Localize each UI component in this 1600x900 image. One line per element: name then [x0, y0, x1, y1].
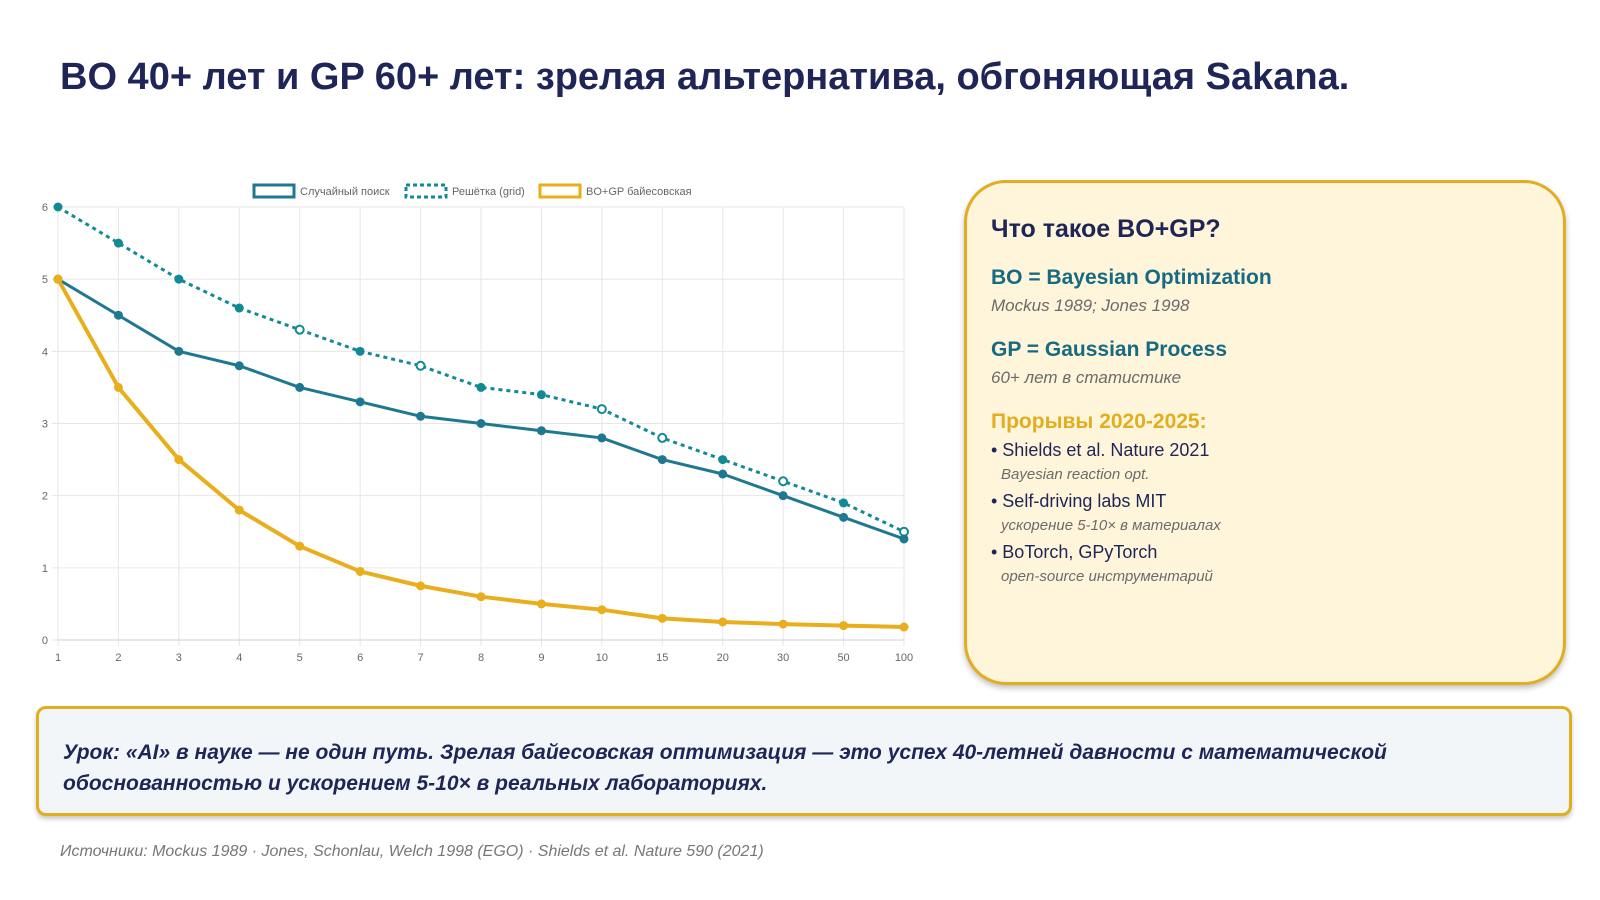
data-point — [416, 581, 426, 591]
data-point — [718, 455, 728, 465]
x-tick-label: 50 — [837, 652, 849, 664]
data-point — [536, 426, 546, 436]
convergence-line-chart: Случайный поиск Решётка (grid) BO+GP байес… — [42, 183, 913, 664]
data-point — [113, 238, 123, 248]
data-point — [355, 346, 365, 356]
legend-swatch — [538, 183, 582, 199]
data-point — [113, 310, 123, 320]
data-point — [718, 469, 728, 479]
data-point — [355, 566, 365, 576]
data-point — [778, 619, 788, 629]
x-tick-label: 30 — [777, 652, 789, 664]
data-point — [839, 512, 849, 522]
series-line — [57, 205, 905, 534]
data-point — [53, 274, 63, 284]
sources-footnote: Источники: Mockus 1989 · Jones, Schonlau… — [60, 843, 764, 860]
data-point — [174, 274, 184, 284]
chart-legend: Случайный поиск Решётка (grid) BO+GP байес… — [252, 183, 692, 199]
data-point — [596, 404, 607, 415]
data-point — [234, 361, 244, 371]
y-tick-label: 6 — [42, 202, 48, 214]
data-point — [476, 382, 486, 392]
breakthrough-item-note: open-source инструментарий — [1001, 568, 1213, 585]
lesson-text: Урок: «AI» в науке — не один путь. Зрела… — [63, 741, 1387, 795]
y-tick-label: 4 — [42, 346, 48, 358]
x-tick-label: 10 — [596, 652, 608, 664]
legend-label: Случайный поиск — [300, 186, 390, 198]
data-point — [295, 541, 305, 551]
breakthroughs-list: • Shields et al. Nature 2021 Bayesian re… — [991, 440, 1539, 585]
gp-definition: GP = Gaussian Process — [991, 338, 1227, 361]
breakthrough-item: • Self-driving labs MIT — [991, 491, 1167, 511]
data-point — [113, 382, 123, 392]
x-tick-label: 2 — [115, 652, 121, 664]
data-point — [778, 476, 789, 487]
y-tick-label: 3 — [42, 419, 48, 431]
y-tick-label: 2 — [42, 491, 48, 503]
data-point — [476, 419, 486, 428]
data-point — [597, 433, 607, 443]
data-point — [899, 622, 909, 632]
data-point — [657, 613, 667, 623]
data-point — [234, 303, 244, 313]
x-tick-label: 7 — [418, 652, 424, 664]
bo-citation: Mockus 1989; Jones 1998 — [991, 296, 1190, 315]
data-point — [416, 411, 426, 421]
data-point — [657, 432, 668, 443]
y-tick-label: 5 — [42, 274, 48, 286]
data-point — [415, 360, 426, 371]
chart-series — [53, 202, 909, 632]
x-tick-label: 15 — [656, 652, 668, 664]
x-tick-label: 20 — [717, 652, 729, 664]
data-point — [899, 534, 909, 544]
x-tick-label: 6 — [357, 652, 363, 664]
legend-label: Решётка (grid) — [452, 186, 525, 198]
breakthrough-item-note: Bayesian reaction opt. — [1001, 466, 1150, 483]
data-point — [597, 605, 607, 615]
breakthrough-item-note: ускорение 5-10× в материалах — [1001, 517, 1221, 534]
data-point — [295, 382, 305, 392]
breakthrough-item: • Shields et al. Nature 2021 — [991, 440, 1210, 460]
data-point — [839, 498, 849, 508]
data-point — [657, 455, 667, 465]
x-tick-label: 100 — [895, 652, 913, 664]
data-point — [174, 455, 184, 465]
data-point — [536, 390, 546, 400]
y-tick-label: 1 — [42, 563, 48, 575]
legend-swatch — [252, 183, 296, 199]
lesson-box: Урок: «AI» в науке — не один путь. Зрела… — [36, 706, 1572, 816]
x-tick-label: 8 — [478, 652, 484, 664]
chart-grid — [52, 206, 905, 646]
data-point — [536, 599, 546, 609]
x-tick-label: 9 — [538, 652, 544, 664]
x-tick-label: 1 — [55, 652, 61, 664]
gp-note: 60+ лет в статистике — [991, 368, 1182, 387]
data-point — [778, 491, 788, 501]
data-point — [234, 505, 244, 515]
data-point — [718, 617, 728, 627]
y-tick-label: 0 — [42, 635, 48, 647]
data-point — [355, 397, 365, 407]
breakthrough-item: • BoTorch, GPyTorch — [991, 542, 1158, 562]
legend-swatch — [404, 183, 448, 199]
panel-title: Что такое BO+GP? — [991, 215, 1221, 243]
bo-definition: BO = Bayesian Optimization — [991, 266, 1272, 289]
x-tick-label: 4 — [236, 652, 242, 664]
x-tick-label: 3 — [176, 652, 182, 664]
info-panel: Что такое BO+GP? BO = Bayesian Optimizat… — [964, 180, 1566, 685]
data-point — [294, 324, 305, 335]
data-point — [53, 202, 63, 212]
breakthroughs-heading: Прорывы 2020-2025: — [991, 410, 1207, 433]
slide-title: BO 40+ лет и GP 60+ лет: зрелая альтерна… — [60, 56, 1350, 98]
data-point — [476, 592, 486, 602]
data-point — [839, 621, 849, 631]
data-point — [174, 346, 184, 356]
legend-label: BO+GP байесовская — [586, 186, 692, 198]
x-tick-label: 5 — [297, 652, 303, 664]
